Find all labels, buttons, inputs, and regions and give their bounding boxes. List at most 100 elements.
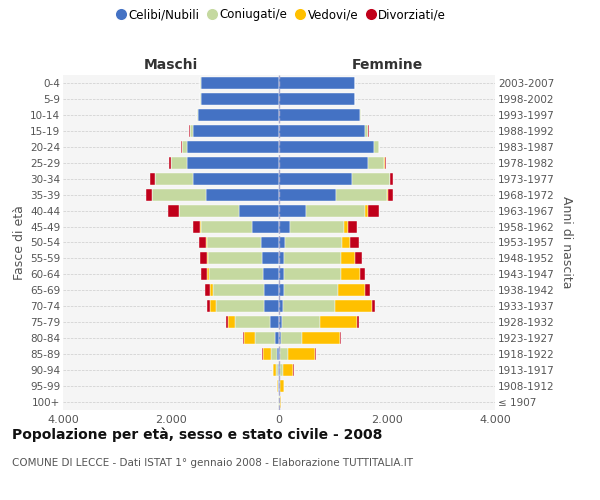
Bar (385, 157, 386, 168)
Bar (368, 157, 385, 168)
Text: Popolazione per età, sesso e stato civile - 2008: Popolazione per età, sesso e stato civil… (12, 428, 382, 442)
Bar (228, 316, 235, 328)
Bar (280, 396, 281, 408)
Bar (288, 348, 315, 360)
Text: COMUNE DI LECCE - Dati ISTAT 1° gennaio 2008 - Elaborazione TUTTITALIA.IT: COMUNE DI LECCE - Dati ISTAT 1° gennaio … (12, 458, 413, 468)
Bar (373, 300, 375, 312)
Bar (201, 268, 206, 280)
Bar (278, 364, 279, 376)
Bar (273, 364, 276, 376)
Bar (374, 141, 379, 153)
Bar (279, 220, 290, 232)
Bar (279, 348, 280, 360)
Bar (169, 157, 171, 168)
Bar (271, 348, 277, 360)
Bar (283, 300, 335, 312)
Bar (201, 220, 252, 232)
Y-axis label: Anni di nascita: Anni di nascita (560, 196, 573, 289)
Bar (320, 316, 358, 328)
Bar (187, 141, 279, 153)
Bar (279, 316, 282, 328)
Bar (235, 316, 270, 328)
Bar (279, 172, 352, 184)
Bar (201, 77, 279, 89)
Bar (365, 125, 368, 137)
Bar (360, 109, 361, 121)
Bar (193, 172, 279, 184)
Bar (262, 252, 279, 264)
Bar (244, 332, 255, 344)
Bar (358, 316, 359, 328)
Bar (348, 220, 357, 232)
Bar (179, 204, 239, 216)
Legend: Celibi/Nubili, Coniugati/e, Vedovi/e, Divorziati/e: Celibi/Nubili, Coniugati/e, Vedovi/e, Di… (118, 8, 446, 22)
Bar (279, 284, 284, 296)
Bar (207, 300, 211, 312)
Bar (280, 364, 283, 376)
Bar (352, 172, 390, 184)
Bar (239, 204, 279, 216)
Y-axis label: Fasce di età: Fasce di età (13, 205, 26, 280)
Bar (264, 284, 279, 296)
Bar (341, 268, 360, 280)
Bar (283, 364, 293, 376)
Bar (290, 220, 344, 232)
Bar (279, 268, 284, 280)
Bar (146, 188, 152, 200)
Bar (190, 125, 193, 137)
Bar (260, 236, 279, 248)
Bar (276, 364, 278, 376)
Bar (152, 188, 206, 200)
Bar (275, 332, 279, 344)
Bar (280, 348, 288, 360)
Text: Maschi: Maschi (144, 58, 198, 72)
Bar (199, 236, 206, 248)
Bar (279, 204, 306, 216)
Bar (279, 252, 284, 264)
Bar (277, 380, 278, 392)
Bar (279, 332, 281, 344)
Bar (279, 109, 360, 121)
Bar (365, 204, 368, 216)
Bar (200, 220, 201, 232)
Bar (210, 284, 212, 296)
Bar (344, 220, 348, 232)
Bar (279, 300, 283, 312)
Bar (255, 332, 275, 344)
Bar (201, 93, 279, 105)
Bar (284, 268, 341, 280)
Bar (206, 188, 279, 200)
Bar (263, 348, 271, 360)
Bar (252, 220, 279, 232)
Text: Femmine: Femmine (352, 58, 422, 72)
Bar (360, 268, 365, 280)
Bar (365, 284, 370, 296)
Bar (390, 172, 393, 184)
Bar (212, 284, 264, 296)
Bar (342, 236, 350, 248)
Bar (208, 252, 262, 264)
Bar (205, 284, 210, 296)
Bar (279, 364, 280, 376)
Bar (263, 268, 279, 280)
Bar (281, 332, 302, 344)
Bar (279, 77, 355, 89)
Bar (338, 284, 365, 296)
Bar (187, 157, 279, 168)
Bar (270, 316, 279, 328)
Bar (197, 109, 198, 121)
Bar (182, 141, 187, 153)
Bar (279, 141, 374, 153)
Bar (355, 252, 362, 264)
Bar (279, 157, 368, 168)
Bar (198, 109, 279, 121)
Bar (388, 188, 394, 200)
Bar (279, 93, 355, 105)
Bar (335, 300, 373, 312)
Bar (279, 188, 336, 200)
Bar (206, 252, 208, 264)
Bar (302, 332, 340, 344)
Bar (209, 268, 263, 280)
Bar (206, 236, 260, 248)
Bar (265, 300, 279, 312)
